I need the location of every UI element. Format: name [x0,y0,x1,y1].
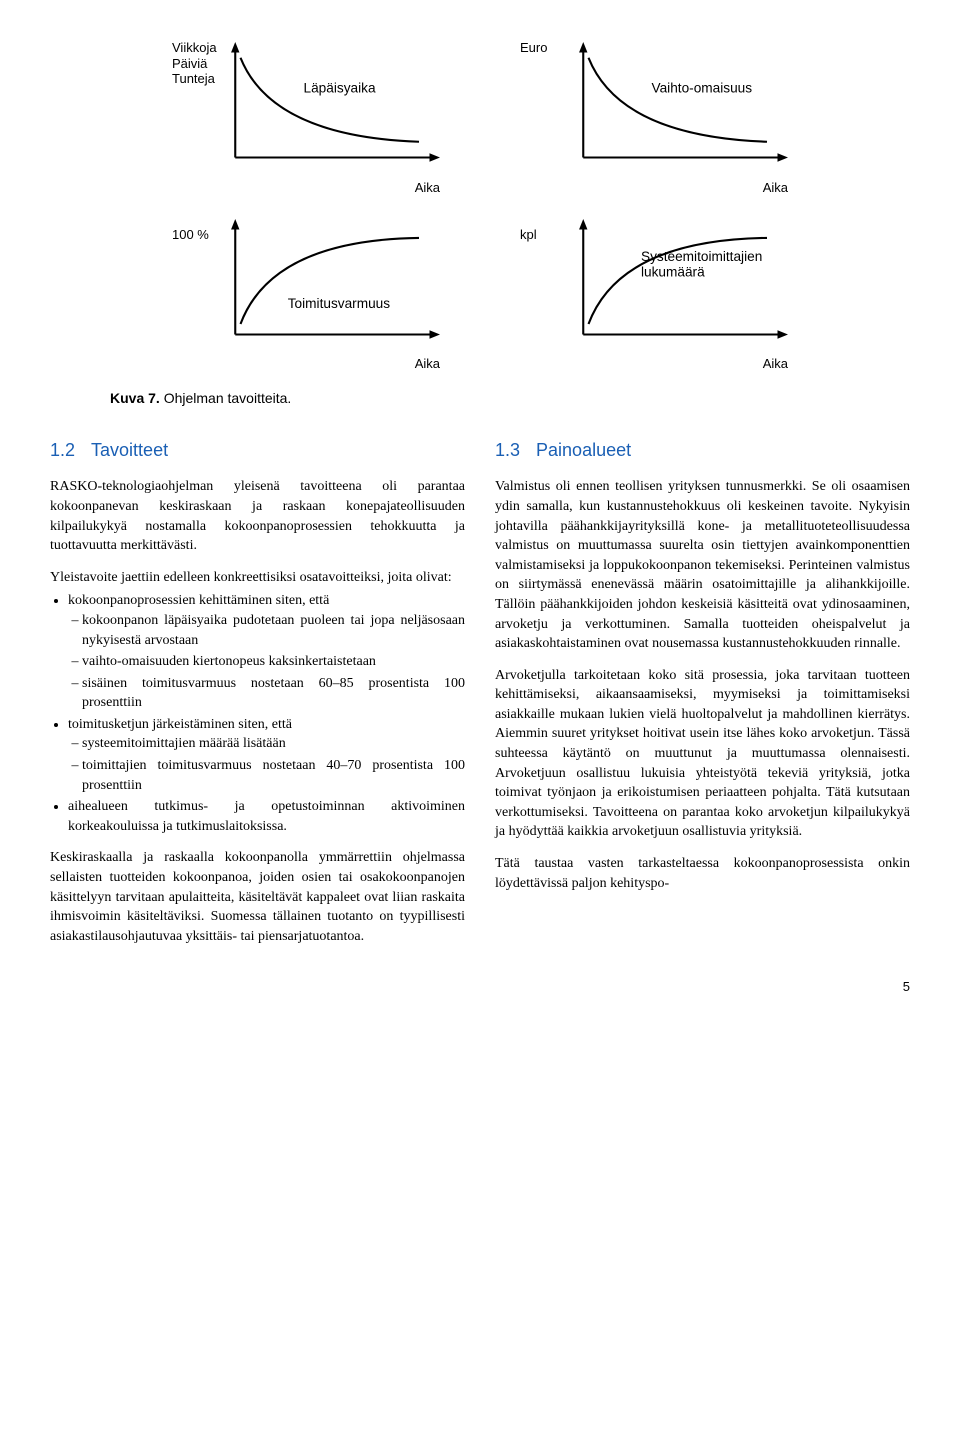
sec12-title: Tavoitteet [91,440,168,460]
caption-rest: Ohjelman tavoitteita. [160,390,292,406]
chart2-xlabel: Aika [578,179,788,197]
svg-text:Vaihto-omaisuus: Vaihto-omaisuus [652,80,753,95]
sec12-b1: kokoonpanoprosessien kehittäminen siten,… [68,591,465,713]
chart3-svg: Toimitusvarmuus [230,217,440,347]
chart4-svg: Systeemitoimittajien lukumäärä [578,217,788,347]
charts-grid: Viikkoja Päiviä Tunteja Läpäisyaika Aika… [50,40,910,374]
sec12-p2: Yleistavoite jaettiin edelleen konkreett… [50,568,465,588]
chart4-xlabel: Aika [578,355,788,373]
section-1-2-heading: 1.2 Tavoitteet [50,438,465,463]
sec13-p3: Tätä taustaa vasten tarkasteltaessa koko… [495,854,910,893]
chart2-ylabel: Euro [520,40,570,56]
sec12-b3: aihealueen tutkimus- ja opetustoiminnan … [68,797,465,836]
chart3-xlabel: Aika [230,355,440,373]
section-1-3-heading: 1.3 Painoalueet [495,438,910,463]
sec12-p3: Keskiraskaalla ja raskaalla kokoonpanoll… [50,848,465,946]
sec12-b1a: kokoonpanon läpäisyaika pudotetaan puole… [82,611,465,650]
svg-text:Läpäisyaika: Läpäisyaika [304,80,376,95]
chart3-ylabel: 100 % [172,217,222,243]
chart-lapaisyaika: Viikkoja Päiviä Tunteja Läpäisyaika Aika [172,40,440,197]
page-number: 5 [50,978,910,996]
chart-vaihto-omaisuus: Euro Vaihto-omaisuus Aika [520,40,788,197]
left-column: 1.2 Tavoitteet RASKO-teknologiaohjelman y… [50,438,465,958]
figure-caption: Kuva 7. Ohjelman tavoitteita. [110,389,910,409]
chart4-ylabel: kpl [520,217,570,243]
sec13-num: 1.3 [495,440,520,460]
chart1-ylabel: Viikkoja Päiviä Tunteja [172,40,222,87]
sec12-b2: toimitusketjun järkeistäminen siten, ett… [68,715,465,795]
sec12-b1b: vaihto-omaisuuden kiertonopeus kaksinker… [82,652,465,672]
sec12-b1c: sisäinen toimitusvarmuus nostetaan 60–85… [82,674,465,713]
chart1-xlabel: Aika [230,179,440,197]
chart4-inner-line1: Systeemitoimittajien [641,249,762,264]
caption-bold: Kuva 7. [110,390,160,406]
sec13-title: Painoalueet [536,440,631,460]
sec12-b2b: toimittajien toimitusvarmuus nostetaan 4… [82,756,465,795]
sec13-p2: Arvoketjulla tarkoitetaan koko sitä pros… [495,666,910,842]
chart1-svg: Läpäisyaika [230,40,440,170]
chart-toimitusvarmuus: 100 % Toimitusvarmuus Aika [172,217,440,374]
text-columns: 1.2 Tavoitteet RASKO-teknologiaohjelman y… [50,438,910,958]
sec12-list: kokoonpanoprosessien kehittäminen siten,… [50,591,465,836]
right-column: 1.3 Painoalueet Valmistus oli ennen teoll… [495,438,910,958]
sec12-b2a: systeemitoimittajien määrää lisätään [82,734,465,754]
sec12-num: 1.2 [50,440,75,460]
sec13-p1: Valmistus oli ennen teollisen yrityksen … [495,477,910,653]
chart-row-1: Viikkoja Päiviä Tunteja Läpäisyaika Aika… [50,40,910,197]
chart4-inner-line2: lukumäärä [641,265,705,280]
chart-row-2: 100 % Toimitusvarmuus Aika kpl [50,217,910,374]
chart2-svg: Vaihto-omaisuus [578,40,788,170]
sec12-p1: RASKO-teknologiaohjelman yleisenä tavoit… [50,477,465,555]
chart-systeemitoimittajien: kpl Systeemitoimittajien lukumäärä Aika [520,217,788,374]
svg-text:Toimitusvarmuus: Toimitusvarmuus [288,296,391,311]
